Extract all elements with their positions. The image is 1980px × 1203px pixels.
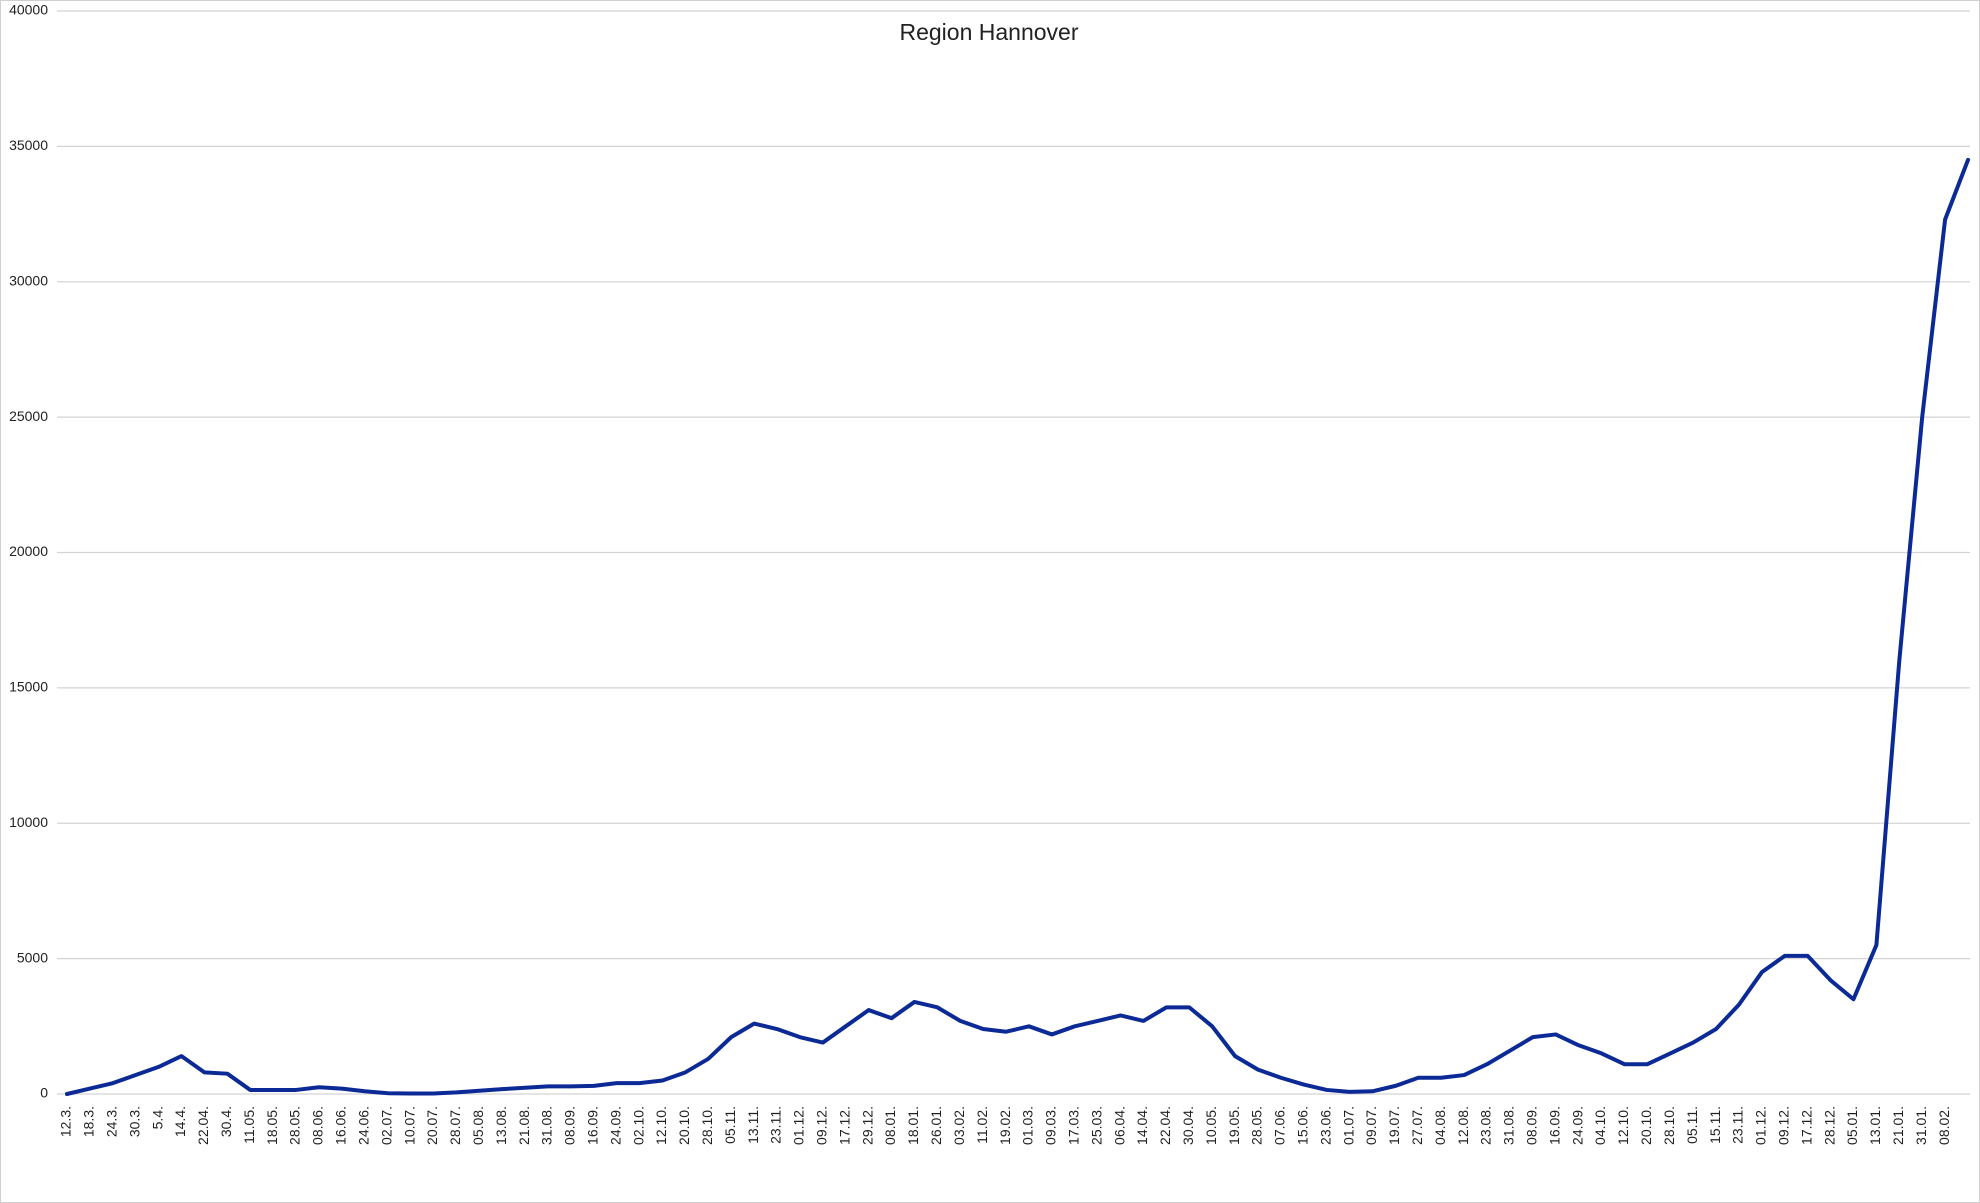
x-tick-label: 02.10. bbox=[630, 1106, 646, 1145]
x-tick-label: 24.09. bbox=[607, 1106, 623, 1145]
x-tick-label: 31.08. bbox=[539, 1106, 555, 1145]
y-tick-label: 20000 bbox=[9, 543, 48, 559]
chart-title: Region Hannover bbox=[899, 19, 1078, 45]
y-tick-label: 30000 bbox=[9, 272, 48, 288]
x-tick-label: 22.04. bbox=[1157, 1106, 1173, 1145]
x-tick-label: 23.06. bbox=[1317, 1106, 1333, 1145]
x-tick-label: 13.01. bbox=[1867, 1106, 1883, 1145]
x-tick-label: 09.07. bbox=[1363, 1106, 1379, 1145]
x-tick-label: 21.01. bbox=[1890, 1106, 1906, 1145]
x-tick-label: 28.10. bbox=[699, 1106, 715, 1145]
x-tick-label: 20.10. bbox=[676, 1106, 692, 1145]
x-tick-label: 29.12. bbox=[859, 1106, 875, 1145]
x-tick-label: 23.08. bbox=[1478, 1106, 1494, 1145]
x-tick-label: 01.03. bbox=[1020, 1106, 1036, 1145]
x-tick-label: 17.03. bbox=[1065, 1106, 1081, 1145]
y-tick-label: 5000 bbox=[17, 949, 48, 965]
x-tick-label: 11.02. bbox=[974, 1106, 990, 1144]
x-tick-label: 19.02. bbox=[997, 1106, 1013, 1145]
x-tick-label: 04.10. bbox=[1592, 1106, 1608, 1145]
x-tick-label: 05.01. bbox=[1844, 1106, 1860, 1145]
x-tick-label: 08.09. bbox=[562, 1106, 578, 1145]
x-tick-label: 28.05. bbox=[287, 1106, 303, 1145]
x-tick-label: 30.4. bbox=[218, 1106, 234, 1137]
x-tick-label: 15.11. bbox=[1707, 1106, 1723, 1144]
x-tick-label: 18.3. bbox=[81, 1106, 97, 1137]
x-tick-label: 23.11. bbox=[768, 1106, 784, 1144]
x-tick-label: 18.05. bbox=[264, 1106, 280, 1145]
x-tick-label: 07.06. bbox=[1272, 1106, 1288, 1145]
x-tick-label: 25.03. bbox=[1088, 1106, 1104, 1145]
x-tick-label: 06.04. bbox=[1111, 1106, 1127, 1145]
x-tick-label: 28.07. bbox=[447, 1106, 463, 1145]
x-tick-label: 01.12. bbox=[1753, 1106, 1769, 1145]
x-tick-label: 05.08. bbox=[470, 1106, 486, 1145]
x-tick-label: 14.4. bbox=[172, 1106, 188, 1137]
x-tick-label: 09.12. bbox=[1775, 1106, 1791, 1145]
x-tick-label: 28.10. bbox=[1661, 1106, 1677, 1145]
x-tick-label: 31.01. bbox=[1913, 1106, 1929, 1145]
x-tick-label: 09.03. bbox=[1043, 1106, 1059, 1145]
x-tick-label: 17.12. bbox=[1798, 1106, 1814, 1145]
x-tick-label: 5.4. bbox=[149, 1106, 165, 1129]
x-tick-label: 30.3. bbox=[126, 1106, 142, 1137]
x-tick-label: 08.02. bbox=[1936, 1106, 1952, 1145]
x-tick-label: 26.01. bbox=[928, 1106, 944, 1145]
y-tick-label: 35000 bbox=[9, 137, 48, 153]
x-tick-label: 28.05. bbox=[1249, 1106, 1265, 1145]
x-tick-label: 05.11. bbox=[722, 1106, 738, 1144]
x-tick-label: 15.06. bbox=[1294, 1106, 1310, 1145]
x-tick-label: 31.08. bbox=[1501, 1106, 1517, 1145]
x-tick-label: 01.07. bbox=[1340, 1106, 1356, 1145]
x-tick-label: 20.10. bbox=[1638, 1106, 1654, 1145]
y-tick-label: 10000 bbox=[9, 814, 48, 830]
x-tick-label: 02.07. bbox=[378, 1106, 394, 1145]
x-tick-label: 10.07. bbox=[401, 1106, 417, 1145]
x-tick-label: 16.09. bbox=[1546, 1106, 1562, 1145]
x-tick-label: 22.04. bbox=[195, 1106, 211, 1145]
x-tick-label: 24.09. bbox=[1569, 1106, 1585, 1145]
x-tick-label: 12.3. bbox=[58, 1106, 74, 1137]
x-tick-label: 24.06. bbox=[355, 1106, 371, 1145]
x-tick-label: 01.12. bbox=[791, 1106, 807, 1145]
x-tick-label: 19.07. bbox=[1386, 1106, 1402, 1145]
x-tick-label: 12.10. bbox=[653, 1106, 669, 1145]
x-tick-label: 04.08. bbox=[1432, 1106, 1448, 1145]
y-tick-label: 40000 bbox=[9, 2, 48, 18]
x-tick-label: 18.01. bbox=[905, 1106, 921, 1145]
x-tick-label: 30.04. bbox=[1180, 1106, 1196, 1145]
x-tick-label: 08.01. bbox=[882, 1106, 898, 1145]
x-tick-label: 12.08. bbox=[1455, 1106, 1471, 1145]
x-tick-label: 10.05. bbox=[1203, 1106, 1219, 1145]
x-tick-label: 11.05. bbox=[241, 1106, 257, 1144]
x-tick-label: 28.12. bbox=[1821, 1106, 1837, 1145]
x-tick-label: 16.06. bbox=[333, 1106, 349, 1145]
y-tick-label: 0 bbox=[40, 1085, 48, 1101]
x-tick-label: 20.07. bbox=[424, 1106, 440, 1145]
x-tick-label: 27.07. bbox=[1409, 1106, 1425, 1145]
x-tick-label: 14.04. bbox=[1134, 1106, 1150, 1145]
y-tick-label: 25000 bbox=[9, 408, 48, 424]
x-tick-label: 13.08. bbox=[493, 1106, 509, 1145]
x-tick-label: 21.08. bbox=[516, 1106, 532, 1145]
x-tick-label: 09.12. bbox=[814, 1106, 830, 1145]
x-tick-label: 08.06. bbox=[310, 1106, 326, 1145]
x-tick-label: 08.09. bbox=[1524, 1106, 1540, 1145]
x-tick-label: 05.11. bbox=[1684, 1106, 1700, 1144]
x-tick-label: 23.11. bbox=[1730, 1106, 1746, 1144]
x-tick-label: 03.02. bbox=[951, 1106, 967, 1145]
x-tick-label: 13.11. bbox=[745, 1106, 761, 1144]
x-tick-label: 12.10. bbox=[1615, 1106, 1631, 1145]
data-line bbox=[65, 157, 1970, 1096]
x-tick-label: 17.12. bbox=[836, 1106, 852, 1145]
x-tick-label: 16.09. bbox=[584, 1106, 600, 1145]
x-tick-label: 24.3. bbox=[104, 1106, 120, 1137]
x-tick-label: 19.05. bbox=[1226, 1106, 1242, 1145]
y-tick-label: 15000 bbox=[9, 679, 48, 695]
